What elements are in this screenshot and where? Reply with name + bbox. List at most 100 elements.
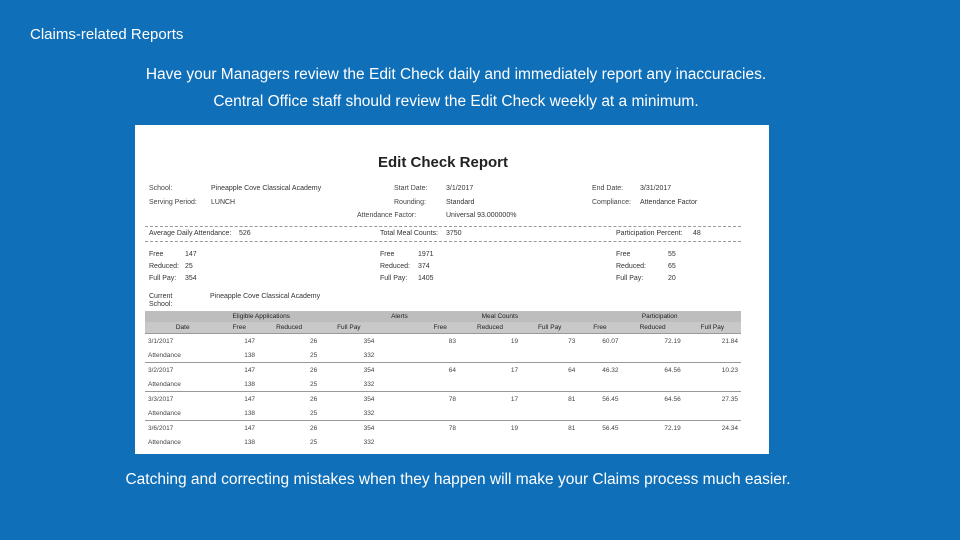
summary-label: Free (380, 251, 395, 258)
edit-check-report-image: Edit Check Report School: Pineapple Cove… (135, 125, 769, 454)
summary-label: Reduced: (380, 263, 410, 270)
table-cell: 81 (521, 391, 579, 406)
attendance-row: Attendance 138 25 332 (145, 348, 741, 363)
closing-line: Catching and correcting mistakes when th… (125, 471, 791, 488)
table-cell: Attendance (148, 351, 181, 359)
summary-label: Free (616, 251, 631, 258)
end-date-field: End Date: 3/31/2017 (592, 185, 671, 192)
slide-title: Claims-related Reports (30, 26, 184, 43)
table-cell: 46.32 (578, 362, 622, 377)
table-cell: 17 (458, 362, 522, 377)
current-school-value: Pineapple Cove Classical Academy (210, 293, 321, 300)
table-cell: 332 (363, 351, 375, 359)
column-header: Reduced (458, 322, 522, 334)
column-header: Free (578, 322, 622, 334)
table-row: 3/3/2017 147 26 354 78 17 81 56.45 64.56 27.35 (145, 391, 741, 406)
column-header: Reduced (621, 322, 684, 334)
summary-left-fullpay: Full Pay: 354 (149, 275, 197, 282)
summary-label: Full Pay: (149, 275, 177, 282)
table-cell: 332 (363, 380, 375, 388)
summary-label: Reduced: (149, 263, 179, 270)
table-cell (377, 420, 422, 435)
group-meal-counts: Meal Counts (421, 311, 579, 322)
school-field: School: Pineapple Cove Classical Academy (149, 185, 321, 192)
serving-period-value: LUNCH (211, 199, 236, 206)
instruction-line-1: Have your Managers review the Edit Check… (145, 66, 767, 83)
summary-value: 354 (185, 275, 197, 282)
column-header: Date (145, 322, 221, 334)
table-cell: Attendance (148, 380, 181, 388)
summary-value: 1405 (418, 275, 434, 282)
summary-right-fullpay: Full Pay: 20 (616, 275, 676, 282)
empty-cell (377, 435, 741, 449)
start-date-label: Start Date: (394, 185, 428, 192)
table-cell: 354 (320, 420, 378, 435)
table-cell: 21.84 (683, 333, 741, 348)
table-row: 3/6/2017 147 26 354 78 19 81 56.45 72.19 24.34 (145, 420, 741, 435)
table-cell: 147 (220, 391, 259, 406)
total-meal-counts-label: Total Meal Counts: (380, 230, 438, 237)
table-cell: 81 (521, 420, 579, 435)
column-header (377, 322, 422, 334)
table-cell: 10.23 (683, 362, 741, 377)
attendance-row: Attendance 138 25 332 (145, 435, 741, 449)
column-header: Free (421, 322, 459, 334)
table-cell: 147 (220, 362, 259, 377)
table-cell: 25 (309, 380, 318, 388)
table-cell: 78 (421, 420, 459, 435)
summary-label: Full Pay: (616, 275, 644, 282)
participation-percent-label: Participation Percent: (616, 230, 683, 237)
column-header: Full Pay (521, 322, 579, 334)
table-cell: 138 (244, 380, 256, 388)
table-cell (377, 391, 422, 406)
table-cell: 354 (320, 391, 378, 406)
serving-period-field: Serving Period: LUNCH (149, 199, 235, 206)
summary-right-reduced: Reduced: 65 (616, 263, 676, 270)
summary-value: 147 (185, 251, 197, 258)
summary-value: 374 (418, 263, 430, 270)
table-cell (377, 362, 422, 377)
summary-middle-reduced: Reduced: 374 (380, 263, 430, 270)
empty-cell (377, 406, 741, 421)
table-cell: 64.56 (621, 362, 684, 377)
table-cell: 72.19 (621, 420, 684, 435)
ada-value: 526 (239, 230, 251, 237)
summary-value: 1971 (418, 251, 434, 258)
table-row: 3/1/2017 147 26 354 83 19 73 60.07 72.19 21.84 (145, 333, 741, 348)
table-cell: 27.35 (683, 391, 741, 406)
rounding-value: Standard (446, 199, 475, 206)
table-cell: 25 (309, 351, 318, 359)
table-cell: 60.07 (578, 333, 622, 348)
compliance-label: Compliance: (592, 199, 631, 206)
school-value: Pineapple Cove Classical Academy (211, 185, 322, 192)
divider (145, 226, 741, 227)
table-cell: 72.19 (621, 333, 684, 348)
table-cell (377, 333, 422, 348)
attendance-factor-label: Attendance Factor: (357, 212, 417, 219)
column-header: Full Pay (320, 322, 378, 334)
group-eligible-applications: Eligible Applications (145, 311, 378, 322)
table-cell: 64 (521, 362, 579, 377)
table-cell: 147 (220, 420, 259, 435)
group-alerts: Alerts (377, 311, 422, 322)
summary-label: Full Pay: (380, 275, 408, 282)
rounding-field: Rounding: Standard (394, 199, 474, 206)
compliance-field: Compliance: Attendance Factor (592, 199, 697, 206)
column-header: Full Pay (683, 322, 741, 334)
table-cell: 64 (421, 362, 459, 377)
table-cell: 138 (244, 409, 256, 417)
table-cell: 83 (421, 333, 459, 348)
table-cell: 332 (363, 409, 375, 417)
table-cell: 3/3/2017 (145, 391, 221, 406)
total-meal-counts-field: Total Meal Counts: 3750 (380, 230, 462, 237)
summary-value: 65 (668, 263, 676, 270)
divider (145, 241, 741, 242)
instruction-line-2: Central Office staff should review the E… (213, 93, 699, 110)
table-cell: 354 (320, 362, 378, 377)
table-cell: 3/6/2017 (145, 420, 221, 435)
summary-left-reduced: Reduced: 25 (149, 263, 193, 270)
participation-percent-value: 48 (693, 230, 701, 237)
table-cell: 138 (244, 351, 256, 359)
participation-percent-field: Participation Percent: 48 (616, 230, 701, 237)
start-date-field: Start Date: 3/1/2017 (394, 185, 473, 192)
